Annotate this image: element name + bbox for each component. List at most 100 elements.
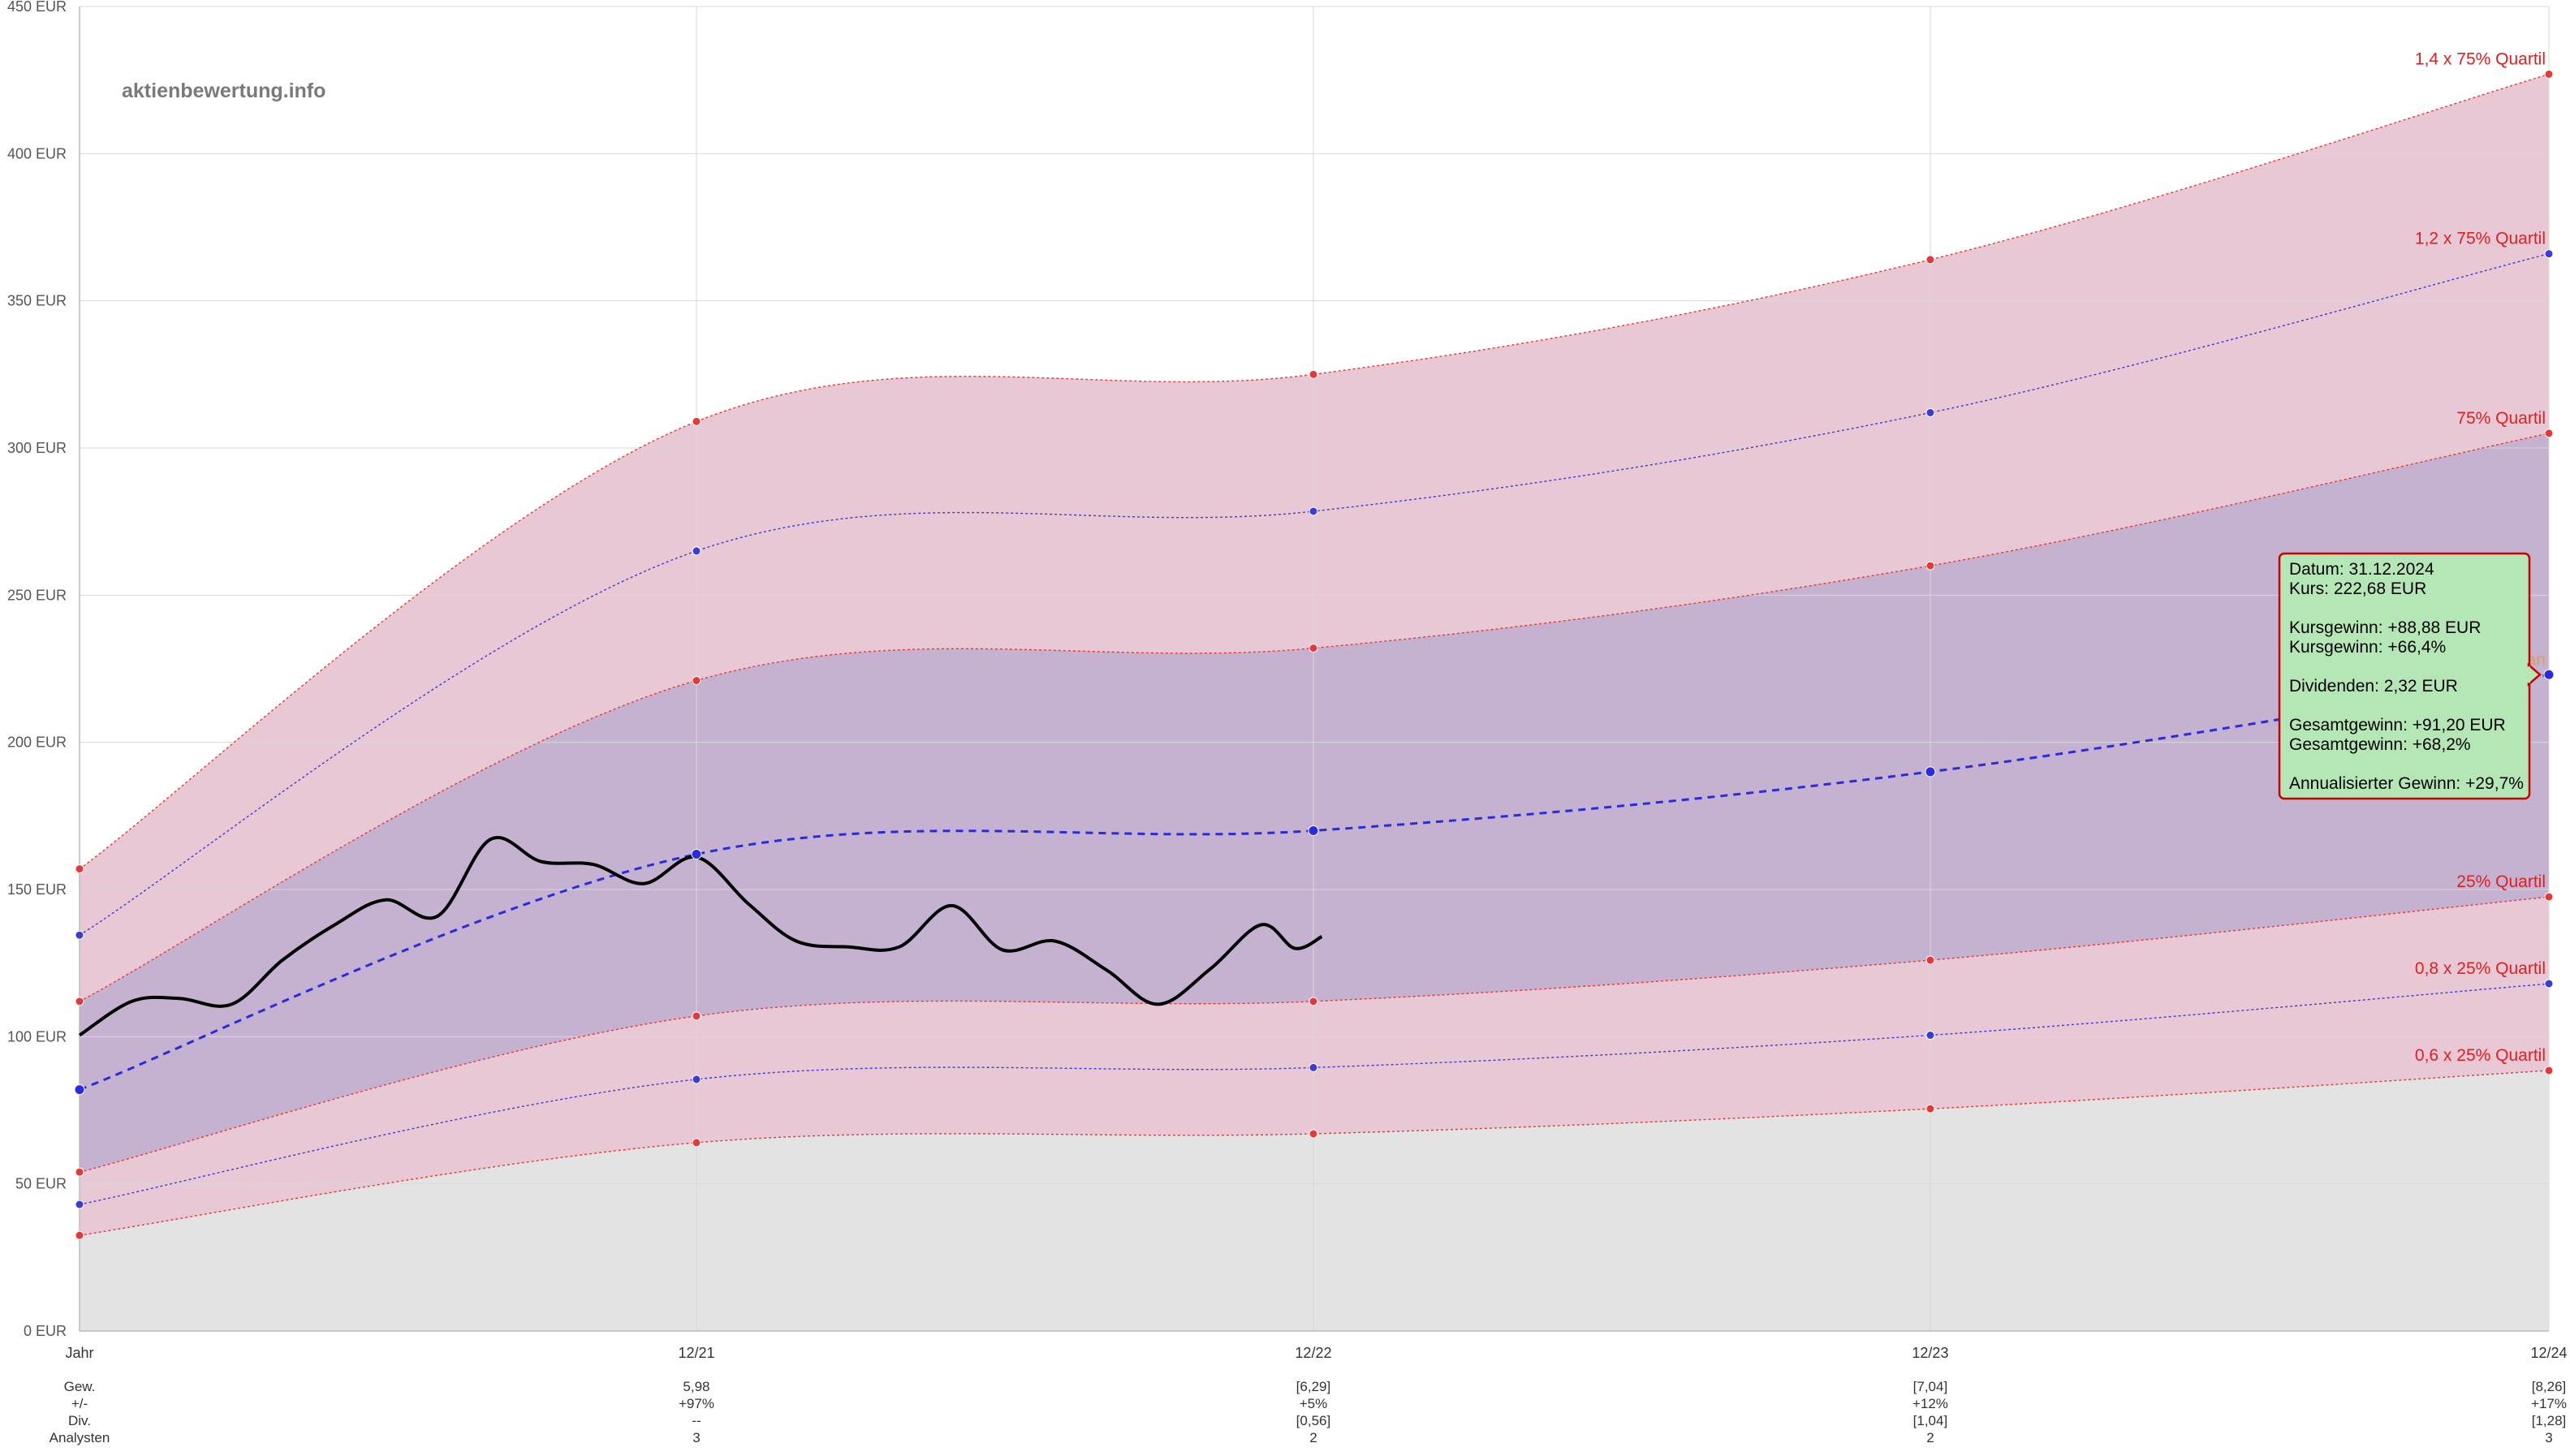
table-cell: [7,04] (1913, 1379, 1948, 1394)
band-point (1925, 1104, 1935, 1114)
band-point (1309, 1062, 1318, 1072)
y-tick-label: 250 EUR (7, 587, 67, 603)
tooltip-line: Annualisierter Gewinn: +29,7% (2289, 774, 2524, 793)
band-point (75, 1167, 84, 1177)
price-line (78, 836, 1323, 1037)
table-cell: +12% (1912, 1396, 1948, 1411)
band-label: 0,6 x 25% Quartil (2415, 1046, 2546, 1065)
y-tick-label: 0 EUR (24, 1323, 67, 1339)
tooltip-line: Gesamtgewinn: +68,2% (2289, 735, 2471, 754)
y-tick-label: 100 EUR (7, 1028, 67, 1045)
band-label: 75% Quartil (2456, 409, 2546, 428)
band-point (74, 1084, 85, 1096)
band-point (1309, 644, 1318, 653)
x-tick-label: 12/24 (2530, 1345, 2567, 1361)
band-point (2544, 892, 2554, 902)
band-point (75, 930, 84, 940)
tooltip-line: Kursgewinn: +66,4% (2289, 638, 2446, 657)
x-tick-label: 12/23 (1912, 1345, 1948, 1361)
band-point (2544, 249, 2554, 259)
band-point (75, 997, 84, 1006)
band-point (2544, 1066, 2554, 1075)
band-label: 0,8 x 25% Quartil (2415, 959, 2546, 978)
tooltip-line: Gesamtgewinn: +91,20 EUR (2289, 716, 2506, 734)
band-point (692, 416, 701, 426)
band-label: 25% Quartil (2456, 872, 2546, 891)
table-cell: [6,29] (1296, 1379, 1331, 1394)
table-row-label: Analysten (50, 1430, 110, 1445)
band-point (2544, 69, 2554, 79)
fill-below (80, 1070, 2549, 1331)
table-cell: +17% (2531, 1396, 2567, 1411)
table-row-label: Div. (68, 1413, 91, 1428)
band-line (79, 1070, 2550, 1236)
y-tick-label: 300 EUR (7, 440, 67, 456)
y-tick-label: 150 EUR (7, 881, 67, 898)
band-point (1925, 561, 1935, 571)
band-point (75, 1200, 84, 1209)
data-table: Gew. +/- Div. Analysten 5,98 +97% -- 3 [6,29] +5%… (50, 1379, 2567, 1445)
fill-inner (80, 433, 2549, 1173)
tooltip-line: Kurs: 222,68 EUR (2289, 579, 2426, 598)
table-cell: +97% (679, 1396, 714, 1411)
band-line (79, 73, 2550, 870)
table-row-label: +/- (71, 1396, 88, 1411)
table-cell: +5% (1300, 1396, 1328, 1411)
band-point (692, 546, 701, 556)
x-tick-label: Jahr (65, 1345, 93, 1361)
table-cell: 5,98 (683, 1379, 709, 1394)
tooltip-pointer-cover (2526, 666, 2530, 683)
table-cell: 2 (1926, 1430, 1934, 1445)
x-axis-labels: Jahr 12/21 12/22 12/23 12/24 (65, 1345, 2567, 1361)
band-point (1925, 955, 1935, 965)
tooltip-line: Kursgewinn: +88,88 EUR (2289, 618, 2481, 637)
table-cell: 3 (2545, 1430, 2552, 1445)
table-row-label: Gew. (64, 1379, 96, 1394)
band-label: 1,4 x 75% Quartil (2415, 50, 2546, 68)
band-points (74, 69, 2555, 1240)
band-point (75, 864, 84, 874)
band-point (1309, 1129, 1318, 1139)
brand-watermark: aktienbewertung.info (122, 80, 326, 102)
y-tick-label: 450 EUR (7, 0, 67, 15)
band-point (2543, 669, 2555, 680)
band-point (1309, 369, 1318, 379)
band-fills (80, 74, 2549, 1331)
y-tick-label: 50 EUR (15, 1176, 67, 1192)
band-point (1925, 766, 1936, 778)
band-point (692, 1011, 701, 1021)
tooltip-line: Datum: 31.12.2024 (2289, 560, 2434, 579)
band-point (75, 1230, 84, 1240)
y-tick-label: 350 EUR (7, 293, 67, 309)
y-tick-label: 400 EUR (7, 145, 67, 162)
table-cell: -- (692, 1413, 701, 1428)
price-line-group (78, 836, 1323, 1037)
band-point (692, 1075, 701, 1084)
table-cell: 3 (692, 1430, 700, 1445)
x-tick-label: 12/22 (1295, 1345, 1331, 1361)
table-cell: [1,04] (1913, 1413, 1948, 1428)
table-cell: [8,26] (2532, 1379, 2567, 1394)
table-cell: 2 (1309, 1430, 1317, 1445)
y-tick-label: 200 EUR (7, 734, 67, 751)
x-tick-label: 12/21 (678, 1345, 714, 1361)
band-point (1309, 997, 1318, 1006)
band-line (79, 896, 2550, 1173)
table-cell: [1,28] (2532, 1413, 2567, 1428)
table-cell: [0,56] (1296, 1413, 1331, 1428)
band-point (2544, 979, 2554, 989)
tooltip-line: Dividenden: 2,32 EUR (2289, 677, 2458, 696)
band-point (1925, 1031, 1935, 1040)
band-point (691, 848, 702, 859)
y-axis-labels: 0 EUR 50 EUR 100 EUR 150 EUR 200 EUR 250 EUR 3… (7, 0, 67, 1339)
band-labels: 1,4 x 75% Quartil 1,2 x 75% Quartil 75% Qu… (2415, 50, 2546, 1065)
band-point (2544, 429, 2554, 438)
band-point (692, 676, 701, 686)
band-point (692, 1138, 701, 1148)
band-point (1925, 255, 1935, 265)
band-point (1925, 407, 1935, 417)
band-point (1308, 825, 1319, 836)
band-label: 1,2 x 75% Quartil (2415, 230, 2546, 248)
